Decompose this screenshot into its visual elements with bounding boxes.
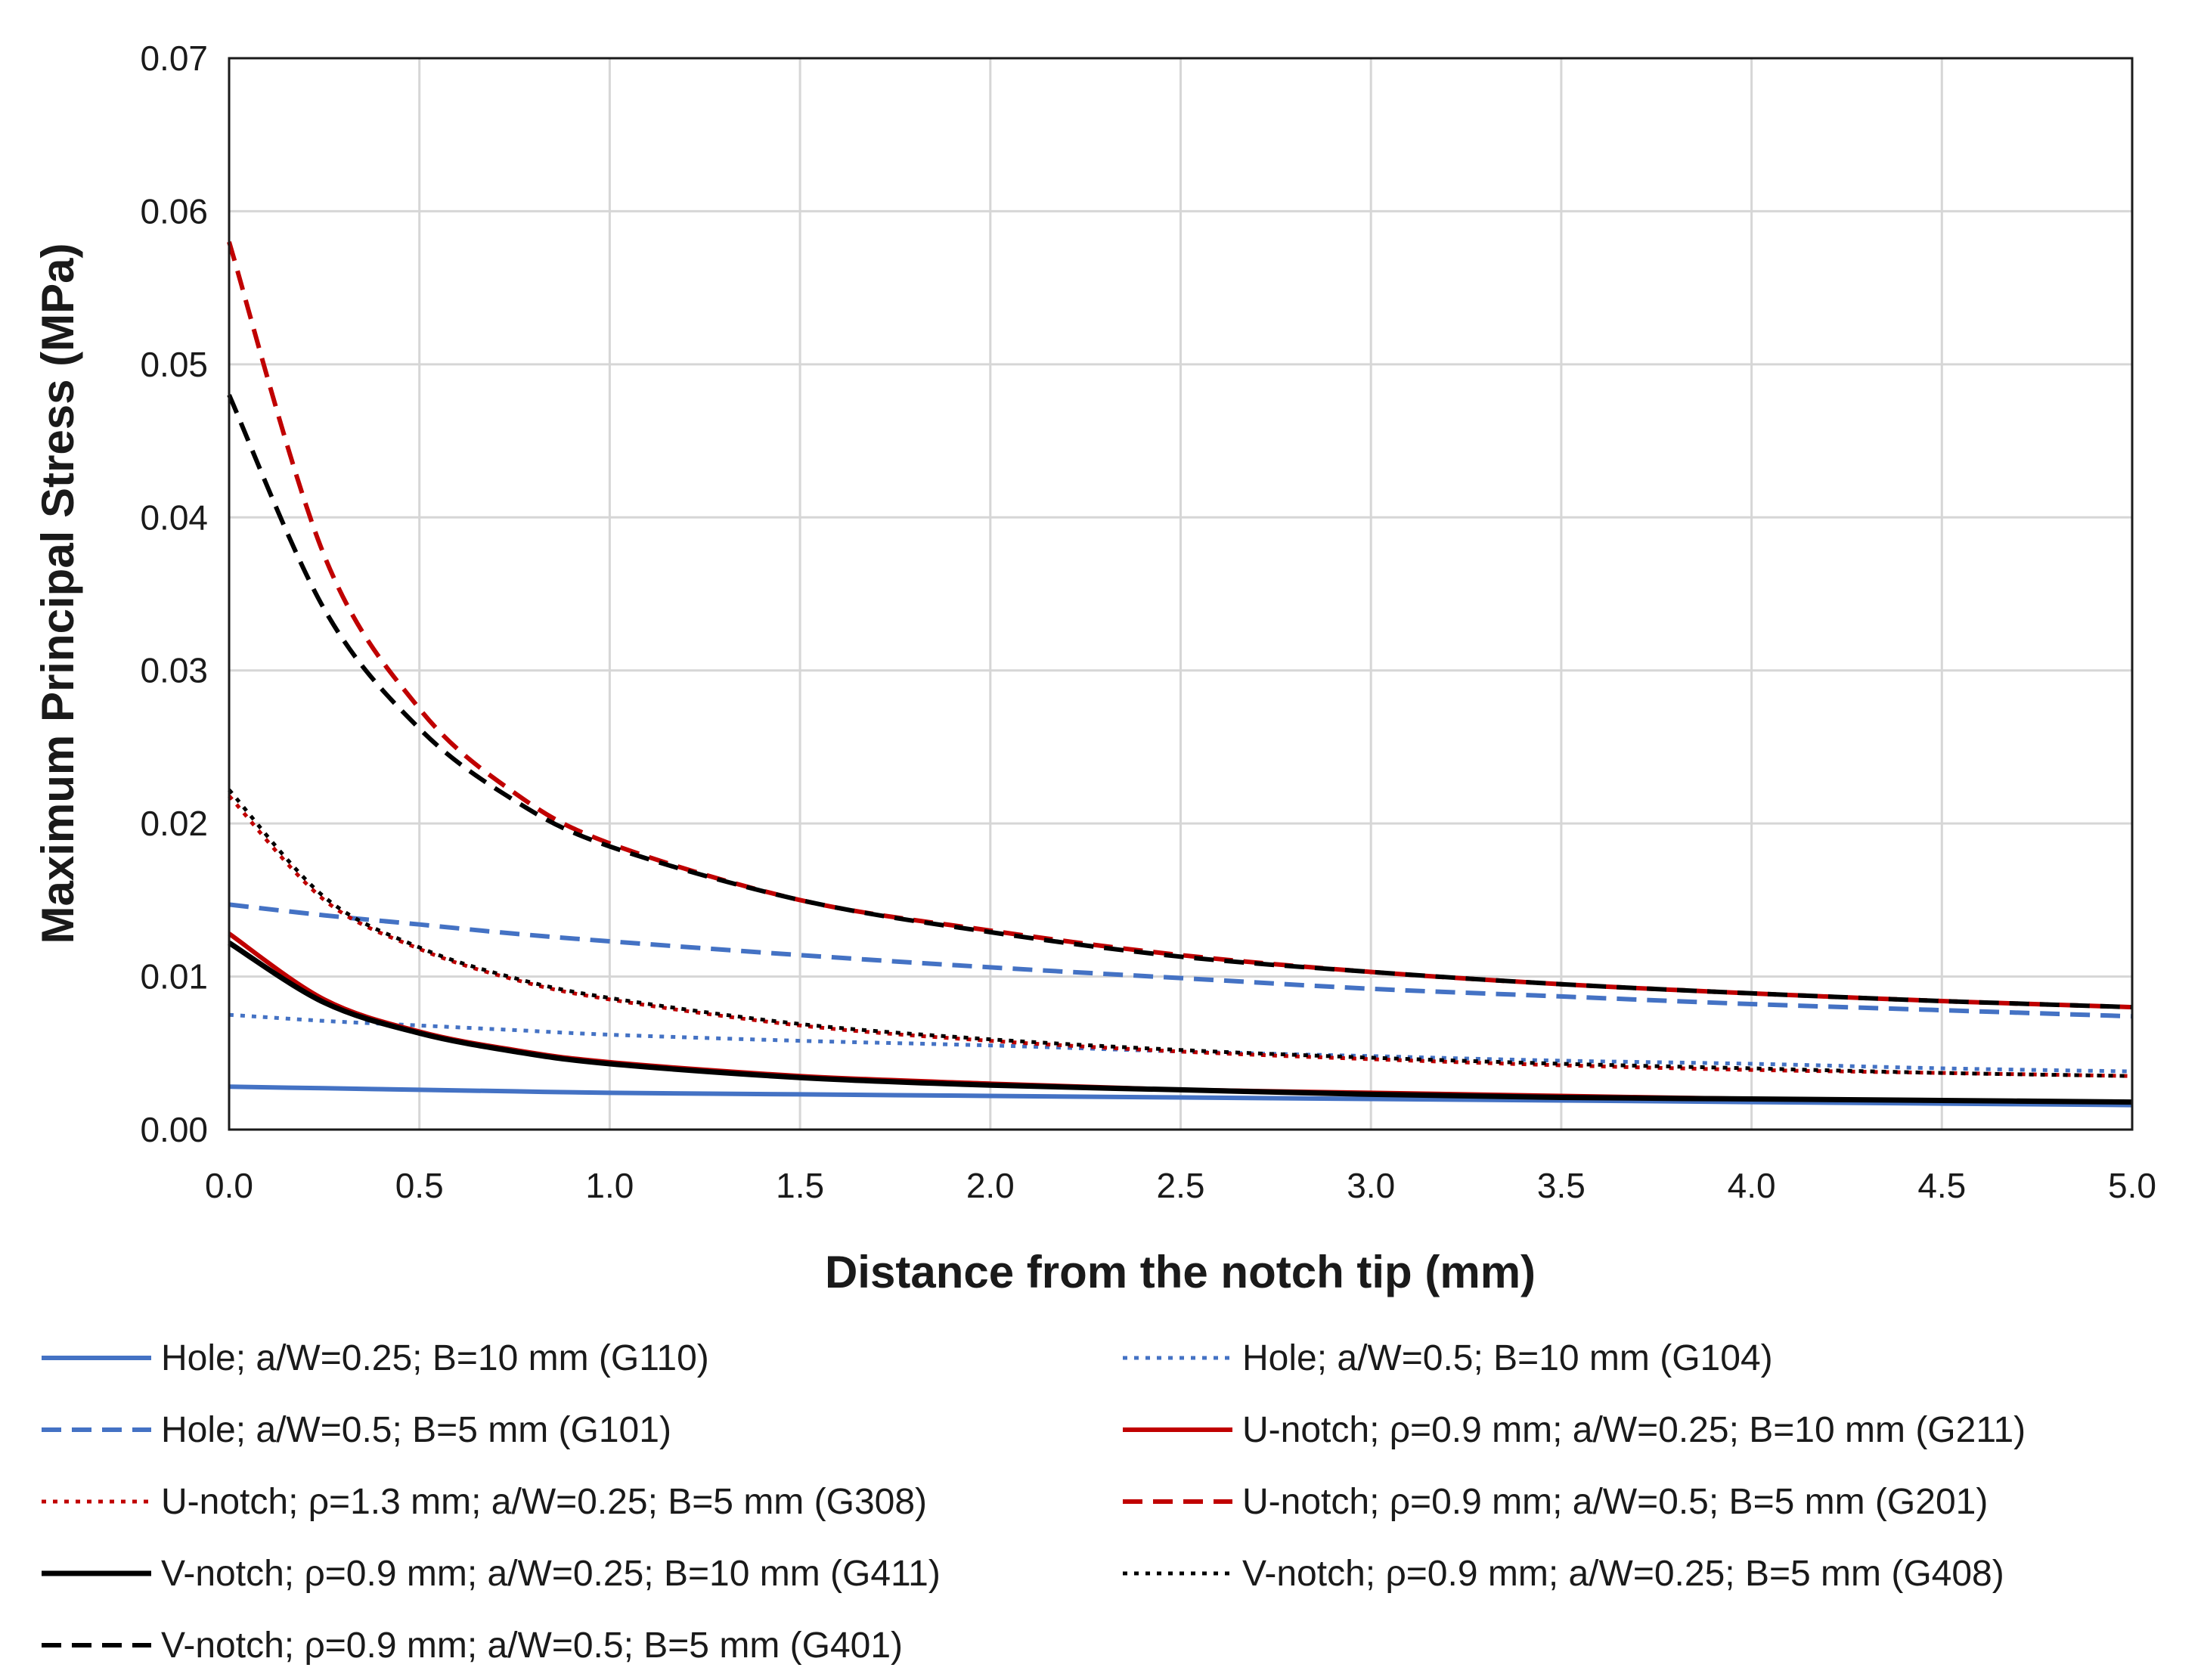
legend-item-g211: U-notch; ρ=0.9 mm; a/W=0.25; B=10 mm (G2…	[1123, 1410, 2026, 1450]
legend-item-g101: Hole; a/W=0.5; B=5 mm (G101)	[42, 1410, 671, 1450]
x-tick-label: 2.5	[1157, 1166, 1205, 1205]
legend-label: U-notch; ρ=0.9 mm; a/W=0.5; B=5 mm (G201…	[1242, 1482, 1988, 1522]
legend-label: U-notch; ρ=1.3 mm; a/W=0.25; B=5 mm (G30…	[161, 1482, 927, 1522]
series-line-g104	[228, 1012, 2133, 1074]
series-line-g411	[228, 941, 2133, 1105]
y-tick-label: 0.04	[140, 497, 208, 537]
series-line-g308	[228, 795, 2133, 1078]
legend: Hole; a/W=0.25; B=10 mm (G110) Hole; a/W=…	[42, 1338, 2026, 1666]
x-tick-label: 2.0	[966, 1166, 1015, 1205]
series-line-g401	[227, 394, 2133, 1010]
plot-series	[227, 241, 2133, 1108]
y-tick-labels: 0.00 0.01 0.02 0.03 0.04 0.05 0.06 0.07	[140, 39, 208, 1149]
y-tick-label: 0.05	[140, 345, 208, 384]
series-line-g110	[228, 1084, 2133, 1108]
x-tick-label: 3.5	[1537, 1166, 1586, 1205]
legend-item-g408: V-notch; ρ=0.9 mm; a/W=0.25; B=5 mm (G40…	[1123, 1554, 2004, 1594]
y-tick-label: 0.03	[140, 651, 208, 690]
x-axis-title: Distance from the notch tip (mm)	[825, 1247, 1536, 1297]
legend-item-g411: V-notch; ρ=0.9 mm; a/W=0.25; B=10 mm (G4…	[42, 1554, 941, 1594]
y-tick-label: 0.06	[140, 191, 208, 231]
x-tick-label: 4.0	[1728, 1166, 1776, 1205]
series-line-g101	[228, 902, 2133, 1019]
legend-label: U-notch; ρ=0.9 mm; a/W=0.25; B=10 mm (G2…	[1242, 1410, 2026, 1450]
x-tick-label: 4.5	[1917, 1166, 1966, 1205]
legend-label: V-notch; ρ=0.9 mm; a/W=0.25; B=10 mm (G4…	[161, 1554, 941, 1594]
gridlines	[228, 57, 2134, 1131]
plot-frame	[228, 57, 2134, 1131]
x-tick-label: 0.0	[205, 1166, 253, 1205]
legend-label: V-notch; ρ=0.9 mm; a/W=0.25; B=5 mm (G40…	[1242, 1554, 2004, 1594]
y-tick-label: 0.00	[140, 1110, 208, 1149]
x-tick-label: 3.0	[1347, 1166, 1395, 1205]
legend-item-g401: V-notch; ρ=0.9 mm; a/W=0.5; B=5 mm (G401…	[42, 1626, 903, 1666]
x-tick-label: 0.5	[395, 1166, 444, 1205]
x-tick-labels: 0.0 0.5 1.0 1.5 2.0 2.5 3.0 3.5 4.0 4.5 5.0	[205, 1166, 2156, 1205]
legend-item-g201: U-notch; ρ=0.9 mm; a/W=0.5; B=5 mm (G201…	[1123, 1482, 1988, 1522]
x-tick-label: 1.5	[776, 1166, 824, 1205]
y-tick-label: 0.02	[140, 804, 208, 843]
y-tick-label: 0.07	[140, 39, 208, 78]
legend-label: Hole; a/W=0.5; B=10 mm (G104)	[1242, 1338, 1773, 1378]
legend-item-g104: Hole; a/W=0.5; B=10 mm (G104)	[1123, 1338, 1773, 1378]
legend-label: Hole; a/W=0.5; B=5 mm (G101)	[161, 1410, 671, 1450]
legend-item-g110: Hole; a/W=0.25; B=10 mm (G110)	[42, 1338, 709, 1378]
series-line-g408	[228, 788, 2133, 1078]
x-tick-label: 5.0	[2108, 1166, 2156, 1205]
x-tick-label: 1.0	[585, 1166, 634, 1205]
y-tick-label: 0.01	[140, 957, 208, 997]
y-axis-title: Maximum Principal Stress (MPa)	[33, 243, 83, 944]
legend-label: Hole; a/W=0.25; B=10 mm (G110)	[161, 1338, 709, 1378]
legend-item-g308: U-notch; ρ=1.3 mm; a/W=0.25; B=5 mm (G30…	[42, 1482, 927, 1522]
legend-label: V-notch; ρ=0.9 mm; a/W=0.5; B=5 mm (G401…	[161, 1626, 903, 1666]
